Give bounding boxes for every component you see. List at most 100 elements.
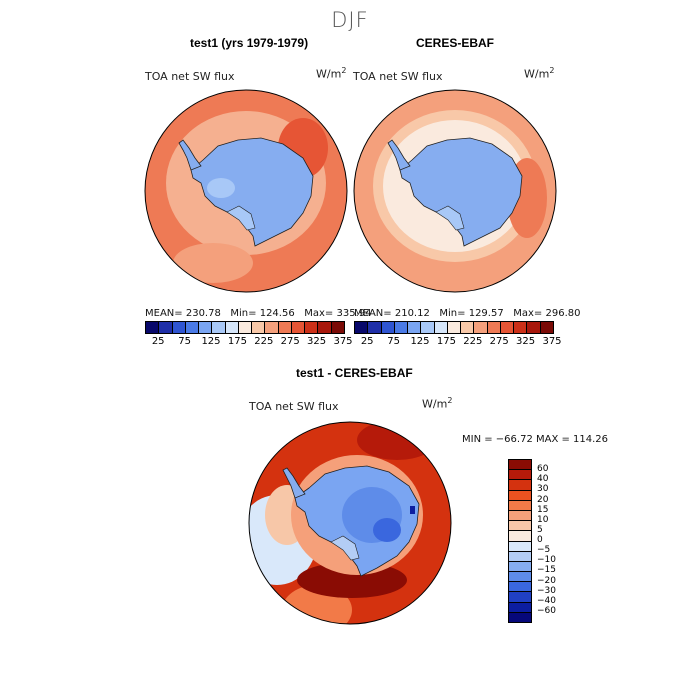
colorbar-swatch (509, 500, 531, 511)
stats-obs: MEAN= 210.12 Min= 129.57 Max= 296.80 (354, 308, 581, 319)
colorbar-swatch (291, 322, 306, 333)
ice-shelf-model (226, 205, 256, 231)
colorbar-swatch (509, 480, 531, 491)
colorbar-tick-label: 175 (436, 336, 456, 347)
colorbar-swatch (509, 602, 531, 613)
colorbar-tick-label: 375 (333, 336, 353, 347)
colorbar-swatch (212, 322, 226, 333)
colorbar-swatch (146, 322, 160, 333)
colorbar-tick-label: 125 (201, 336, 221, 347)
colorbar-swatch (509, 510, 531, 522)
colorbar-swatch (381, 322, 395, 333)
colorbar-tick-label: −15 (537, 565, 556, 576)
colorbar-swatch (461, 322, 475, 333)
colorbar-swatch (172, 322, 186, 333)
colorbar-swatch (509, 521, 531, 532)
colorbar-tick-label: 75 (387, 336, 400, 347)
colorbar-swatch (225, 322, 239, 333)
colorbar-swatch (487, 322, 501, 333)
ice-shelf-diff (330, 535, 360, 561)
colorbar-swatch (527, 322, 541, 333)
colorbar-tick-label: 60 (537, 464, 549, 475)
units-label-obs: W/m2 (524, 66, 555, 81)
colorbar-swatch (509, 470, 531, 481)
colorbar-tick-label: 15 (537, 504, 549, 515)
colorbar-tick-label: 325 (516, 336, 536, 347)
colorbar-swatch (305, 322, 319, 333)
colorbar-swatch (368, 322, 382, 333)
colorbar-tick-label: 325 (307, 336, 327, 347)
colorbar-swatch (509, 541, 531, 552)
colorbar-swatch (509, 531, 531, 542)
colorbar-tick-label: −20 (537, 575, 556, 586)
colorbar-swatch (509, 572, 531, 583)
colorbar-diff (508, 459, 532, 623)
stats-model: MEAN= 230.78 Min= 124.56 Max= 335.94 (145, 308, 372, 319)
colorbar-swatch (509, 612, 531, 622)
colorbar-swatch (509, 561, 531, 573)
units-label-diff: W/m2 (422, 396, 453, 411)
polar-map-model (144, 89, 348, 293)
colorbar-swatch (421, 322, 435, 333)
colorbar-swatch (331, 322, 344, 333)
panel-title-obs: CERES-EBAF (416, 36, 495, 50)
diff-minmax: MIN = −66.72 MAX = 114.26 (462, 434, 609, 445)
colorbar-tick-label: 75 (178, 336, 191, 347)
panel-title-model: test1 (yrs 1979-1979) (190, 36, 309, 50)
colorbar-tick-label: 30 (537, 484, 549, 495)
colorbar-tick-label: 125 (410, 336, 430, 347)
colorbar-tick-label: −40 (537, 595, 556, 606)
colorbar-tick-label: 20 (537, 494, 549, 505)
colorbar-swatch (540, 322, 553, 333)
colorbar-swatch (474, 322, 488, 333)
colorbar-swatch (238, 322, 253, 333)
colorbar-ticks-diff: 60 40 30 20 15 10 5 0 −5 −10 −15 −20 −30 −40 −60 (537, 459, 577, 621)
colorbar-tick-label: 175 (227, 336, 247, 347)
colorbar-tick-label: 10 (537, 514, 549, 525)
colorbar-swatch (509, 592, 531, 603)
colorbar-tick-label: 25 (360, 336, 374, 347)
colorbar-swatch (394, 322, 409, 333)
colorbar-swatch (434, 322, 448, 333)
colorbar-swatch (514, 322, 528, 333)
colorbar-swatch (447, 322, 462, 333)
colorbar-swatch (278, 322, 292, 333)
antarctica-obs (399, 137, 523, 247)
polar-map-diff (248, 421, 452, 625)
colorbar-tick-label: 275 (280, 336, 300, 347)
colorbar-tick-label: 40 (537, 474, 549, 485)
figure-title: DJF (331, 8, 369, 32)
colorbar-tick-label: −60 (537, 605, 556, 616)
colorbar-swatch (185, 322, 200, 333)
colorbar-swatch (199, 322, 213, 333)
colorbar-model (145, 321, 345, 334)
colorbar-tick-label: 25 (151, 336, 165, 347)
variable-label-obs: TOA net SW flux (353, 70, 443, 83)
colorbar-swatch (159, 322, 173, 333)
variable-label-diff: TOA net SW flux (249, 400, 339, 413)
colorbar-swatch (265, 322, 279, 333)
colorbar-swatch (500, 322, 515, 333)
colorbar-swatch (509, 582, 531, 593)
colorbar-swatch (509, 460, 531, 471)
colorbar-tick-label: 225 (463, 336, 483, 347)
colorbar-swatch (509, 551, 531, 562)
colorbar-swatch (355, 322, 369, 333)
variable-label-model: TOA net SW flux (145, 70, 235, 83)
colorbar-tick-label: −30 (537, 585, 556, 596)
colorbar-obs (354, 321, 554, 334)
colorbar-tick-label: −10 (537, 555, 556, 566)
colorbar-swatch (318, 322, 332, 333)
colorbar-ticks-obs: 25 75 125 175 225 275 325 375 (354, 336, 562, 348)
polar-map-obs (353, 89, 557, 293)
colorbar-tick-label: 375 (542, 336, 562, 347)
colorbar-tick-label: 275 (489, 336, 509, 347)
ice-shelf-obs (435, 205, 465, 231)
panel-title-diff: test1 - CERES-EBAF (296, 366, 413, 380)
colorbar-tick-label: 5 (537, 524, 543, 535)
colorbar-ticks-model: 25 75 125 175 225 275 325 375 (145, 336, 353, 348)
colorbar-tick-label: 225 (254, 336, 274, 347)
units-label-model: W/m2 (316, 66, 347, 81)
colorbar-tick-label: 0 (537, 535, 543, 545)
colorbar-swatch (408, 322, 422, 333)
